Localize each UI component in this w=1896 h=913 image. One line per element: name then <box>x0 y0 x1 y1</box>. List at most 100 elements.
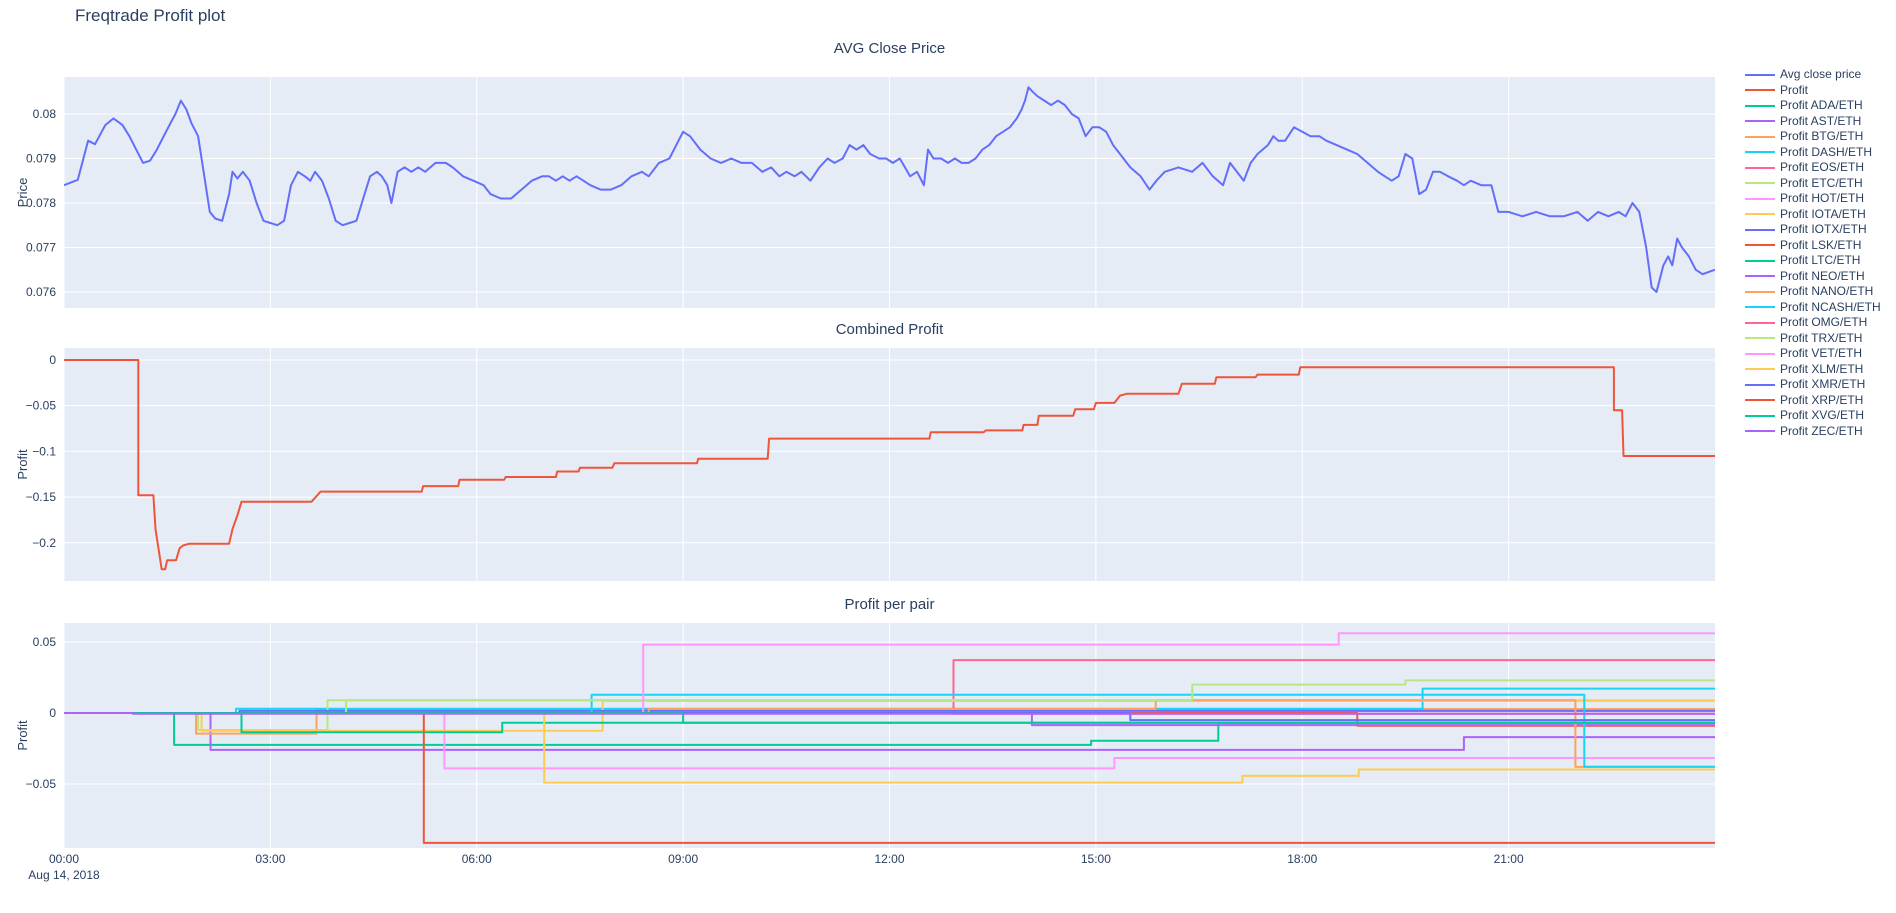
subplot-profit-per-pair: 0.05 0 −0.05 Profit per pair Profit <box>15 596 1715 848</box>
y-axis-title: Price <box>15 178 30 208</box>
series-avg-close-price[interactable] <box>64 86 1715 293</box>
legend-item-profit-ltc-eth[interactable]: Profit LTC/ETH <box>1745 253 1881 269</box>
legend-item-label: Profit NEO/ETH <box>1780 268 1865 283</box>
legend: Avg close price Profit Profit ADA/ETH Profi… <box>1745 67 1881 439</box>
x-tick-label: 09:00 <box>668 852 698 866</box>
legend-item-profit-dash-eth[interactable]: Profit DASH/ETH <box>1745 145 1881 161</box>
legend-item-profit-neo-eth[interactable]: Profit NEO/ETH <box>1745 269 1881 285</box>
legend-line-swatch <box>1745 290 1775 293</box>
subplot-title: Combined Profit <box>836 321 944 338</box>
y-tick-label: −0.05 <box>26 399 57 413</box>
legend-item-profit-trx-eth[interactable]: Profit TRX/ETH <box>1745 331 1881 347</box>
legend-item-label: Profit ZEC/ETH <box>1780 423 1863 438</box>
x-tick-label: 15:00 <box>1081 852 1111 866</box>
legend-line-swatch <box>1745 151 1775 154</box>
legend-item-profit-etc-eth[interactable]: Profit ETC/ETH <box>1745 176 1881 192</box>
legend-item-profit-iota-eth[interactable]: Profit IOTA/ETH <box>1745 207 1881 223</box>
legend-item-profit-eos-eth[interactable]: Profit EOS/ETH <box>1745 160 1881 176</box>
series-profit-trx-eth[interactable] <box>64 679 1715 714</box>
legend-item-label: Profit OMG/ETH <box>1780 315 1868 329</box>
y-tick-label: 0.078 <box>26 196 56 210</box>
legend-item-profit-xvg-eth[interactable]: Profit XVG/ETH <box>1745 408 1881 424</box>
legend-item-profit-nano-eth[interactable]: Profit NANO/ETH <box>1745 284 1881 300</box>
legend-item-label: Avg close price <box>1780 67 1862 81</box>
legend-item-label: Profit XLM/ETH <box>1780 361 1864 376</box>
x-tick-label: 18:00 <box>1287 852 1317 866</box>
y-tick-label: −0.1 <box>32 444 56 458</box>
legend-line-swatch <box>1745 166 1775 169</box>
legend-item-profit-lsk-eth[interactable]: Profit LSK/ETH <box>1745 238 1881 254</box>
legend-item-label: Profit NANO/ETH <box>1780 284 1874 298</box>
legend-line-swatch <box>1745 414 1775 417</box>
legend-item-label: Profit LTC/ETH <box>1780 253 1861 267</box>
legend-item-profit-btg-eth[interactable]: Profit BTG/ETH <box>1745 129 1881 145</box>
subplot-title: AVG Close Price <box>834 40 945 57</box>
y-tick-label: 0.079 <box>26 151 56 165</box>
legend-line-swatch <box>1745 259 1775 262</box>
x-tick-label: 12:00 <box>874 852 904 866</box>
y-axis-title: Profit <box>15 449 30 480</box>
x-tick-label: 21:00 <box>1494 852 1524 866</box>
legend-item-label: Profit ETC/ETH <box>1780 175 1863 190</box>
legend-item-label: Profit TRX/ETH <box>1780 330 1863 345</box>
subplot-title: Profit per pair <box>844 596 934 613</box>
legend-line-swatch <box>1745 120 1775 123</box>
legend-line-swatch <box>1745 89 1775 92</box>
legend-line-swatch <box>1745 430 1775 433</box>
legend-item-label: Profit XVG/ETH <box>1780 408 1865 422</box>
y-tick-label: −0.05 <box>26 777 57 791</box>
legend-line-swatch <box>1745 73 1775 76</box>
y-tick-label: 0 <box>49 706 56 720</box>
legend-line-swatch <box>1745 275 1775 278</box>
legend-item-profit-ncash-eth[interactable]: Profit NCASH/ETH <box>1745 300 1881 316</box>
x-tick-label: 00:00 <box>49 852 79 866</box>
y-tick-label: 0.077 <box>26 240 56 254</box>
legend-item-label: Profit VET/ETH <box>1780 346 1863 360</box>
x-axis-date-label: Aug 14, 2018 <box>28 868 100 882</box>
legend-item-label: Profit IOTX/ETH <box>1780 222 1867 236</box>
legend-item-label: Profit BTG/ETH <box>1780 129 1864 143</box>
legend-line-swatch <box>1745 383 1775 386</box>
subplot-combined-profit: 0 −0.05 −0.1 −0.15 −0.2 Combined Profit Profit <box>15 321 1715 581</box>
legend-item-profit-xmr-eth[interactable]: Profit XMR/ETH <box>1745 377 1881 393</box>
legend-item-profit-iotx-eth[interactable]: Profit IOTX/ETH <box>1745 222 1881 238</box>
x-tick-label: 06:00 <box>462 852 492 866</box>
y-tick-label: −0.2 <box>32 536 56 550</box>
legend-item-profit-zec-eth[interactable]: Profit ZEC/ETH <box>1745 424 1881 440</box>
legend-item-profit-ast-eth[interactable]: Profit AST/ETH <box>1745 114 1881 130</box>
legend-item-label: Profit ADA/ETH <box>1780 98 1863 112</box>
legend-item-label: Profit IOTA/ETH <box>1780 206 1866 221</box>
legend-item-profit-vet-eth[interactable]: Profit VET/ETH <box>1745 346 1881 362</box>
legend-item-avg-close-price[interactable]: Avg close price <box>1745 67 1881 83</box>
legend-line-swatch <box>1745 321 1775 324</box>
legend-line-swatch <box>1745 399 1775 402</box>
y-tick-label: 0.05 <box>33 635 57 649</box>
x-tick-label: 03:00 <box>255 852 285 866</box>
legend-item-profit-omg-eth[interactable]: Profit OMG/ETH <box>1745 315 1881 331</box>
legend-item-label: Profit XRP/ETH <box>1780 392 1864 407</box>
legend-line-swatch <box>1745 104 1775 107</box>
y-tick-label: 0.08 <box>33 107 57 121</box>
legend-item-profit-hot-eth[interactable]: Profit HOT/ETH <box>1745 191 1881 207</box>
y-tick-label: −0.15 <box>26 490 57 504</box>
legend-line-swatch <box>1745 352 1775 355</box>
legend-item-profit-xlm-eth[interactable]: Profit XLM/ETH <box>1745 362 1881 378</box>
legend-line-swatch <box>1745 135 1775 138</box>
legend-item-label: Profit LSK/ETH <box>1780 237 1862 252</box>
series-profit-xlm-eth[interactable] <box>64 712 1715 784</box>
legend-item-label: Profit HOT/ETH <box>1780 191 1865 205</box>
legend-item-label: Profit DASH/ETH <box>1780 144 1873 159</box>
legend-item-label: Profit <box>1780 82 1809 97</box>
legend-item-label: Profit AST/ETH <box>1780 113 1862 128</box>
legend-item-profit-xrp-eth[interactable]: Profit XRP/ETH <box>1745 393 1881 409</box>
legend-line-swatch <box>1745 337 1775 340</box>
page-title: Freqtrade Profit plot <box>75 6 226 25</box>
legend-item-profit-ada-eth[interactable]: Profit ADA/ETH <box>1745 98 1881 114</box>
legend-item-label: Profit XMR/ETH <box>1780 377 1866 391</box>
series-profit-zec-eth[interactable] <box>64 712 1715 715</box>
legend-line-swatch <box>1745 306 1775 309</box>
legend-line-swatch <box>1745 182 1775 185</box>
series-profit[interactable] <box>64 359 1715 571</box>
legend-item-profit[interactable]: Profit <box>1745 83 1881 99</box>
